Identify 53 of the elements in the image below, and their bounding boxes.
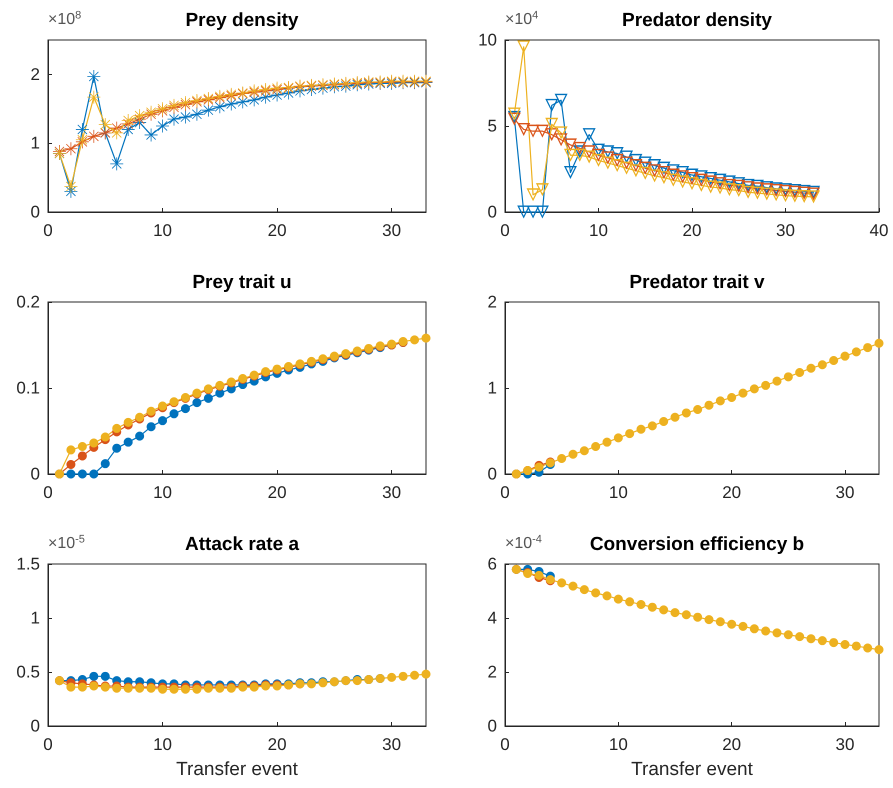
x-tick-label: 20: [268, 735, 287, 754]
y-tick-label: 1: [30, 608, 40, 628]
y-tick-label: 5: [488, 116, 497, 136]
y-tick-label: 2: [488, 662, 497, 682]
y-tick-label: 2: [488, 292, 497, 312]
x-tick-label: 0: [500, 483, 510, 502]
y-tick-label: 0: [488, 716, 497, 736]
x-tick-label: 30: [836, 483, 854, 502]
x-tick-label: 30: [776, 221, 795, 240]
y-tick-label: 2: [30, 64, 40, 84]
chart-title: Prey density: [186, 10, 299, 31]
chart-title: Predator density: [622, 10, 772, 31]
y-tick-label: 1: [488, 378, 497, 398]
x-tick-label: 20: [682, 221, 702, 240]
y-tick-label: 4: [488, 608, 497, 628]
x-tick-label: 0: [43, 735, 53, 754]
x-tick-label: 20: [722, 735, 742, 754]
y-tick-label: 0: [30, 464, 40, 484]
y-tick-label: 0.5: [16, 662, 40, 682]
y-tick-label: 0.2: [16, 292, 40, 312]
x-tick-label: 10: [589, 221, 608, 240]
chart-title: Conversion efficiency b: [590, 534, 804, 555]
x-tick-label: 10: [608, 735, 628, 754]
x-axis-title: Transfer event: [631, 759, 754, 780]
chart-title: Predator trait v: [629, 272, 766, 293]
x-tick-label: 10: [153, 221, 172, 240]
x-tick-label: 0: [500, 735, 510, 754]
x-tick-label: 40: [870, 221, 888, 240]
x-tick-label: 0: [500, 221, 510, 240]
y-tick-label: 0: [30, 202, 40, 222]
x-tick-label: 30: [382, 735, 402, 754]
y-tick-label: 10: [478, 30, 497, 50]
x-tick-label: 30: [836, 735, 854, 754]
x-tick-label: 0: [43, 483, 53, 502]
x-tick-label: 10: [608, 483, 628, 502]
y-tick-label: 0: [488, 202, 497, 222]
x-tick-label: 10: [153, 483, 172, 502]
y-tick-label: 1: [30, 134, 40, 153]
x-axis-title: Transfer event: [176, 759, 299, 780]
x-tick-label: 0: [43, 221, 53, 240]
y-tick-label: 0: [30, 716, 40, 736]
x-tick-label: 10: [153, 735, 172, 754]
y-tick-label: 0.1: [16, 378, 40, 398]
x-tick-label: 20: [722, 483, 742, 502]
x-tick-label: 20: [268, 483, 287, 502]
y-tick-label: 1.5: [16, 554, 40, 574]
y-tick-label: 6: [488, 554, 497, 574]
x-tick-label: 30: [382, 483, 402, 502]
x-tick-label: 20: [268, 221, 287, 240]
x-tick-label: 30: [382, 221, 402, 240]
chart-title: Attack rate a: [184, 534, 300, 555]
chart-title: Prey trait u: [192, 272, 292, 293]
y-tick-label: 0: [488, 464, 497, 484]
